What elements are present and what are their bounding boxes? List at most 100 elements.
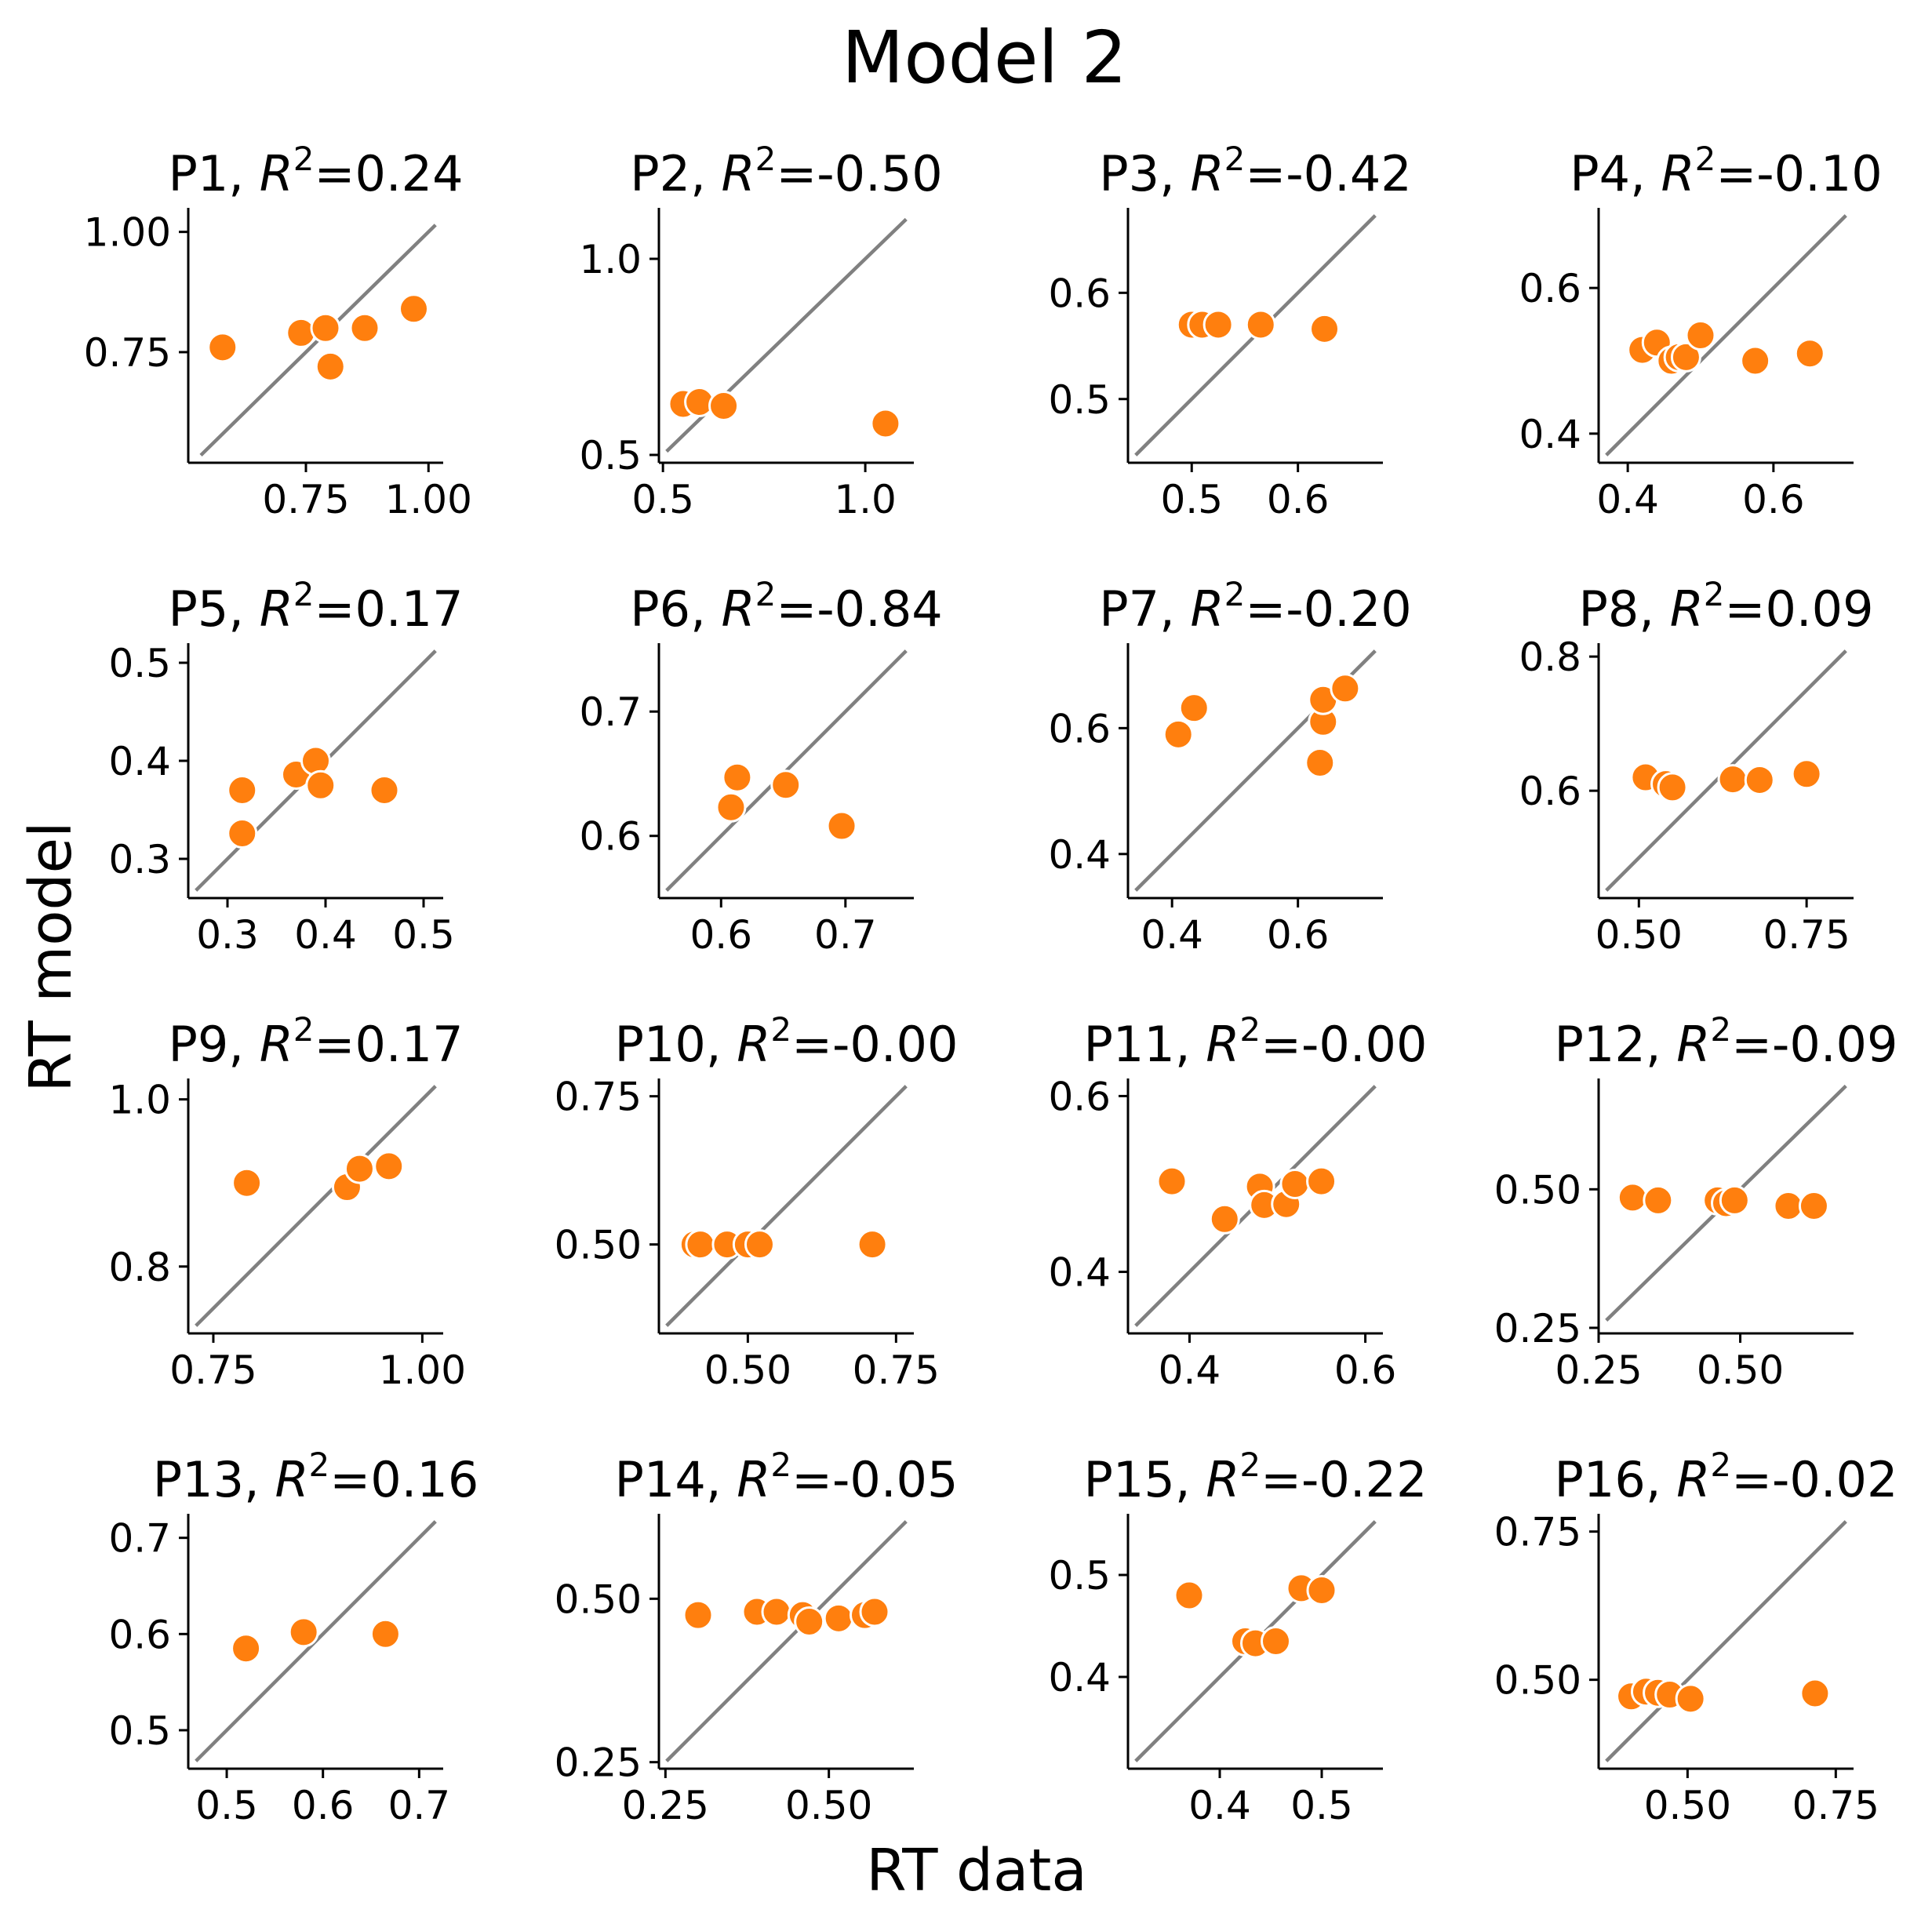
data-point-6 <box>369 775 400 806</box>
r2-symbol: R <box>1661 145 1695 202</box>
panel-label: P16, <box>1555 1451 1677 1508</box>
data-point-1 <box>1617 1182 1648 1213</box>
panel-p7: 0.4 0.6 0.4 0.6 P7, R2=-0.20 <box>1048 575 1411 958</box>
r2-symbol: R <box>260 145 293 202</box>
r2-exponent: 2 <box>1710 1010 1731 1049</box>
r2-symbol: R <box>737 1016 770 1073</box>
r2-exponent: 2 <box>755 140 777 178</box>
panel-title: P4, R2=-0.10 <box>1570 140 1882 202</box>
r2-symbol: R <box>1676 1451 1710 1508</box>
data-point-4 <box>315 351 346 382</box>
r2-symbol: R <box>1191 145 1224 202</box>
data-point-6 <box>823 1602 854 1634</box>
data-point-2 <box>286 317 317 348</box>
y-tick-label: 0.25 <box>1494 1306 1581 1351</box>
x-tick-label: 1.0 <box>834 477 897 522</box>
r2-symbol: R <box>260 1016 293 1073</box>
y-tick-label: 0.7 <box>579 689 642 735</box>
data-point-1 <box>1156 1166 1188 1197</box>
x-tick-label: 1.00 <box>385 477 472 522</box>
y-tick-label: 0.6 <box>108 1612 171 1657</box>
data-point-6 <box>1799 1678 1831 1709</box>
panel-title: P9, R2=0.17 <box>168 1010 463 1073</box>
data-point-3 <box>761 1596 792 1628</box>
panel-p2: 0.5 1.0 0.5 1.0 P2, R2=-0.50 <box>579 140 942 522</box>
data-point-2 <box>227 818 258 849</box>
x-tick-label: 0.7 <box>388 1783 451 1828</box>
y-tick-label: 1.0 <box>108 1078 171 1123</box>
data-point-2 <box>1209 1203 1240 1235</box>
y-tick-label: 0.5 <box>1048 1553 1111 1598</box>
figure-title: Model 2 <box>842 16 1127 100</box>
data-point-5 <box>305 769 337 801</box>
r2-symbol: R <box>722 580 755 638</box>
y-tick-label: 0.25 <box>555 1740 642 1786</box>
x-tick-label: 0.50 <box>1644 1783 1731 1828</box>
y-tick-label: 0.75 <box>84 330 171 376</box>
data-point-6 <box>398 293 429 325</box>
panel-title: P11, R2=-0.00 <box>1084 1010 1428 1073</box>
panel-title: P10, R2=-0.00 <box>615 1010 959 1073</box>
data-point-5 <box>1675 1683 1706 1715</box>
x-tick-label: 0.6 <box>1267 912 1330 958</box>
y-tick-label: 0.6 <box>1519 266 1581 311</box>
panel-p14: 0.25 0.50 0.25 0.50 P14, R2=-0.05 <box>555 1446 959 1828</box>
panel-title: P3, R2=-0.42 <box>1099 140 1411 202</box>
r2-value: =-0.84 <box>776 580 942 638</box>
x-tick-label: 0.4 <box>1188 1783 1251 1828</box>
y-tick-label: 0.3 <box>108 837 171 882</box>
x-tick-label: 0.25 <box>622 1783 709 1828</box>
r2-symbol: R <box>1206 1016 1239 1073</box>
x-tick-label: 0.5 <box>1290 1783 1353 1828</box>
panel-label: P11, <box>1084 1016 1206 1073</box>
x-tick-label: 0.50 <box>704 1348 791 1393</box>
data-point-5 <box>349 312 380 344</box>
panel-p8: 0.50 0.75 0.6 0.8P8, R2=0.09 <box>1519 575 1873 958</box>
y-tick-label: 0.6 <box>579 814 642 860</box>
y-tick-label: 0.5 <box>108 1708 171 1754</box>
data-point-3 <box>310 312 341 344</box>
data-point-1 <box>231 1167 263 1198</box>
y-tick-label: 0.6 <box>1048 706 1111 751</box>
r2-value: =-0.50 <box>776 145 942 202</box>
x-tick-label: 0.75 <box>262 477 349 522</box>
r2-exponent: 2 <box>755 575 777 613</box>
data-point-8 <box>1794 338 1825 369</box>
data-point-6 <box>857 1229 888 1260</box>
x-tick-label: 0.75 <box>853 1348 940 1393</box>
data-point-6 <box>1791 758 1822 790</box>
panel-p3: 0.5 0.6 0.5 0.6 P3, R2=-0.42 <box>1048 140 1411 522</box>
data-point-4 <box>826 810 857 842</box>
y-tick-label: 0.50 <box>1494 1167 1581 1213</box>
data-point-5 <box>1309 313 1341 344</box>
y-tick-label: 0.5 <box>108 641 171 686</box>
panel-title: P8, R2=0.09 <box>1578 575 1873 638</box>
r2-exponent: 2 <box>293 140 315 178</box>
r2-exponent: 2 <box>1239 1446 1261 1484</box>
data-point-3 <box>1304 747 1336 778</box>
panel-label: P12, <box>1555 1016 1677 1073</box>
y-tick-label: 0.4 <box>1048 1250 1111 1296</box>
r2-symbol: R <box>1191 580 1224 638</box>
data-point-7 <box>1798 1191 1829 1221</box>
panel-label: P8, <box>1578 580 1669 638</box>
x-tick-label: 0.50 <box>1697 1348 1784 1393</box>
panel-title: P13, R2=0.16 <box>153 1446 479 1508</box>
panel-p9: 0.75 1.00 0.8 1.0 P9, R2=0.17 <box>108 1010 466 1393</box>
x-tick-label: 0.4 <box>1596 477 1659 522</box>
data-point-4 <box>1717 764 1748 795</box>
panel-title: P7, R2=-0.20 <box>1099 575 1411 638</box>
r2-value: =-0.05 <box>791 1451 958 1508</box>
y-tick-label: 0.4 <box>108 739 171 784</box>
data-point-1 <box>682 1599 714 1631</box>
figure-xlabel: RT data <box>866 1837 1086 1904</box>
y-tick-label: 0.6 <box>1048 1074 1111 1119</box>
identity-line <box>1605 214 1847 456</box>
panel-label: P2, <box>630 145 721 202</box>
data-point-4 <box>1261 1626 1291 1657</box>
data-point-3 <box>1202 309 1234 340</box>
data-point-1 <box>227 775 258 806</box>
panel-label: P3, <box>1099 145 1190 202</box>
panel-label: P6, <box>630 580 721 638</box>
